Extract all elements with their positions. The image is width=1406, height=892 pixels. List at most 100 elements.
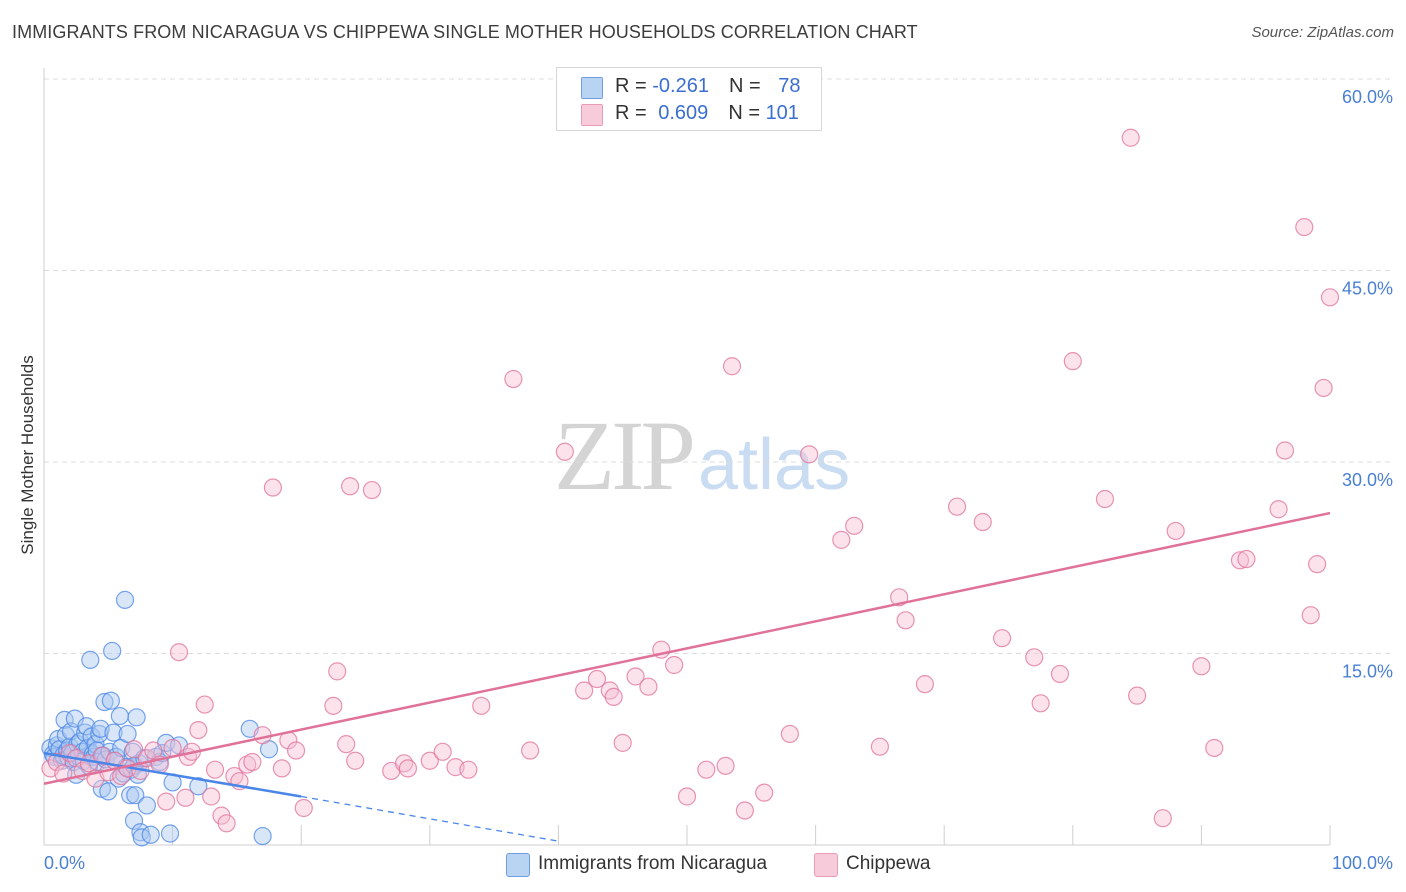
point-chippewa-38	[286, 741, 306, 760]
point-nicaragua-42	[101, 691, 120, 710]
x-tick-label-max: 100.0%	[1332, 853, 1393, 873]
point-nicaragua-61	[126, 786, 145, 805]
chart-title: IMMIGRANTS FROM NICARAGUA VS CHIPPEWA SI…	[12, 22, 918, 42]
point-chippewa-58	[587, 669, 607, 689]
point-chippewa-63	[639, 677, 658, 696]
point-chippewa-20	[169, 643, 189, 662]
point-chippewa-13	[124, 740, 144, 759]
point-chippewa-83	[1025, 648, 1044, 667]
point-chippewa-52	[459, 760, 478, 779]
source-label: Source: ZipAtlas.com	[1251, 24, 1394, 41]
point-chippewa-82	[992, 629, 1012, 648]
point-chippewa-80	[947, 497, 967, 516]
point-chippewa-19	[163, 738, 182, 758]
point-chippewa-35	[263, 478, 283, 497]
point-chippewa-78	[896, 611, 915, 630]
y-tick-label-60.0%: 60.0%	[1342, 87, 1393, 107]
point-chippewa-75	[845, 516, 864, 535]
trendline-nicaragua	[43, 751, 302, 798]
chippewa-swatch	[581, 104, 603, 126]
point-chippewa-91	[1166, 521, 1185, 541]
point-chippewa-100	[1308, 555, 1327, 574]
legend-chippewa-label: Chippewa	[846, 853, 931, 874]
point-chippewa-39	[294, 798, 313, 818]
legend-nicaragua-swatch	[506, 853, 530, 877]
stats-legend-box: R = -0.261 N = 78 R = 0.609 N = 101	[556, 67, 822, 131]
point-chippewa-101	[1314, 378, 1333, 398]
point-chippewa-62	[626, 667, 645, 686]
point-chippewa-24	[189, 720, 208, 740]
legend-chippewa-swatch	[814, 853, 838, 877]
legend-nicaragua-label: Immigrants from Nicaragua	[538, 853, 768, 874]
point-chippewa-42	[337, 735, 356, 754]
point-chippewa-29	[217, 814, 236, 833]
chippewa-n-label: N =	[728, 102, 766, 124]
point-chippewa-102	[1320, 288, 1340, 307]
point-chippewa-99	[1301, 606, 1320, 625]
point-chippewa-61	[613, 733, 632, 752]
point-chippewa-50	[433, 742, 452, 761]
nicaragua-swatch	[581, 77, 603, 99]
point-chippewa-53	[472, 696, 491, 715]
point-chippewa-95	[1237, 549, 1256, 569]
point-chippewa-85	[1050, 664, 1070, 684]
point-nicaragua-48	[110, 706, 129, 726]
point-chippewa-21	[176, 788, 195, 807]
chippewa-r-value: 0.609	[658, 102, 709, 124]
point-chippewa-73	[800, 445, 819, 464]
watermark: ZIPatlas	[554, 398, 850, 513]
chippewa-n-value: 101	[765, 102, 799, 124]
point-chippewa-96	[1269, 500, 1288, 519]
point-chippewa-93	[1205, 738, 1224, 758]
point-chippewa-1	[47, 752, 66, 772]
nicaragua-n-value: 78	[778, 75, 801, 97]
point-chippewa-32	[238, 755, 257, 774]
y-tick-label-30.0%: 30.0%	[1342, 470, 1393, 490]
point-chippewa-70	[735, 801, 754, 820]
point-chippewa-94	[1230, 551, 1250, 570]
point-chippewa-56	[555, 442, 574, 461]
point-chippewa-27	[205, 760, 225, 779]
nicaragua-r-label: R =	[615, 75, 653, 97]
point-chippewa-87	[1095, 489, 1115, 509]
point-chippewa-67	[697, 760, 716, 779]
point-chippewa-68	[716, 756, 735, 775]
point-chippewa-88	[1127, 686, 1147, 705]
nicaragua-r-value: -0.261	[652, 75, 709, 97]
point-nicaragua-67	[141, 825, 160, 844]
point-nicaragua-40	[99, 782, 118, 801]
point-chippewa-41	[328, 662, 347, 681]
point-nicaragua-77	[253, 826, 272, 846]
point-chippewa-26	[202, 787, 221, 806]
point-chippewa-66	[677, 787, 697, 806]
nicaragua-stats-text: R = -0.261 N = 78	[615, 75, 800, 98]
point-chippewa-57	[575, 681, 594, 700]
point-chippewa-44	[346, 751, 365, 770]
point-chippewa-36	[272, 759, 292, 778]
point-nicaragua-43	[103, 641, 122, 661]
point-chippewa-60	[604, 687, 623, 707]
point-nicaragua-57	[124, 811, 144, 830]
point-chippewa-18	[157, 792, 176, 811]
y-tick-label-15.0%: 15.0%	[1342, 662, 1393, 682]
point-chippewa-33	[243, 752, 262, 772]
point-chippewa-86	[1063, 352, 1082, 371]
point-chippewa-90	[1153, 809, 1172, 828]
point-chippewa-54	[504, 369, 523, 389]
point-chippewa-49	[420, 751, 439, 770]
point-chippewa-92	[1192, 657, 1211, 676]
point-chippewa-65	[665, 655, 684, 675]
point-nicaragua-54	[121, 786, 140, 805]
watermark-atlas: atlas	[698, 425, 851, 505]
point-nicaragua-27	[81, 650, 100, 669]
point-nicaragua-38	[95, 692, 114, 712]
point-nicaragua-72	[160, 824, 180, 843]
point-chippewa-84	[1031, 694, 1050, 713]
point-chippewa-81	[973, 512, 992, 532]
point-chippewa-97	[1275, 441, 1295, 460]
point-chippewa-79	[915, 675, 935, 694]
point-nicaragua-66	[137, 796, 156, 815]
point-chippewa-40	[324, 696, 343, 715]
point-chippewa-43	[340, 477, 360, 496]
